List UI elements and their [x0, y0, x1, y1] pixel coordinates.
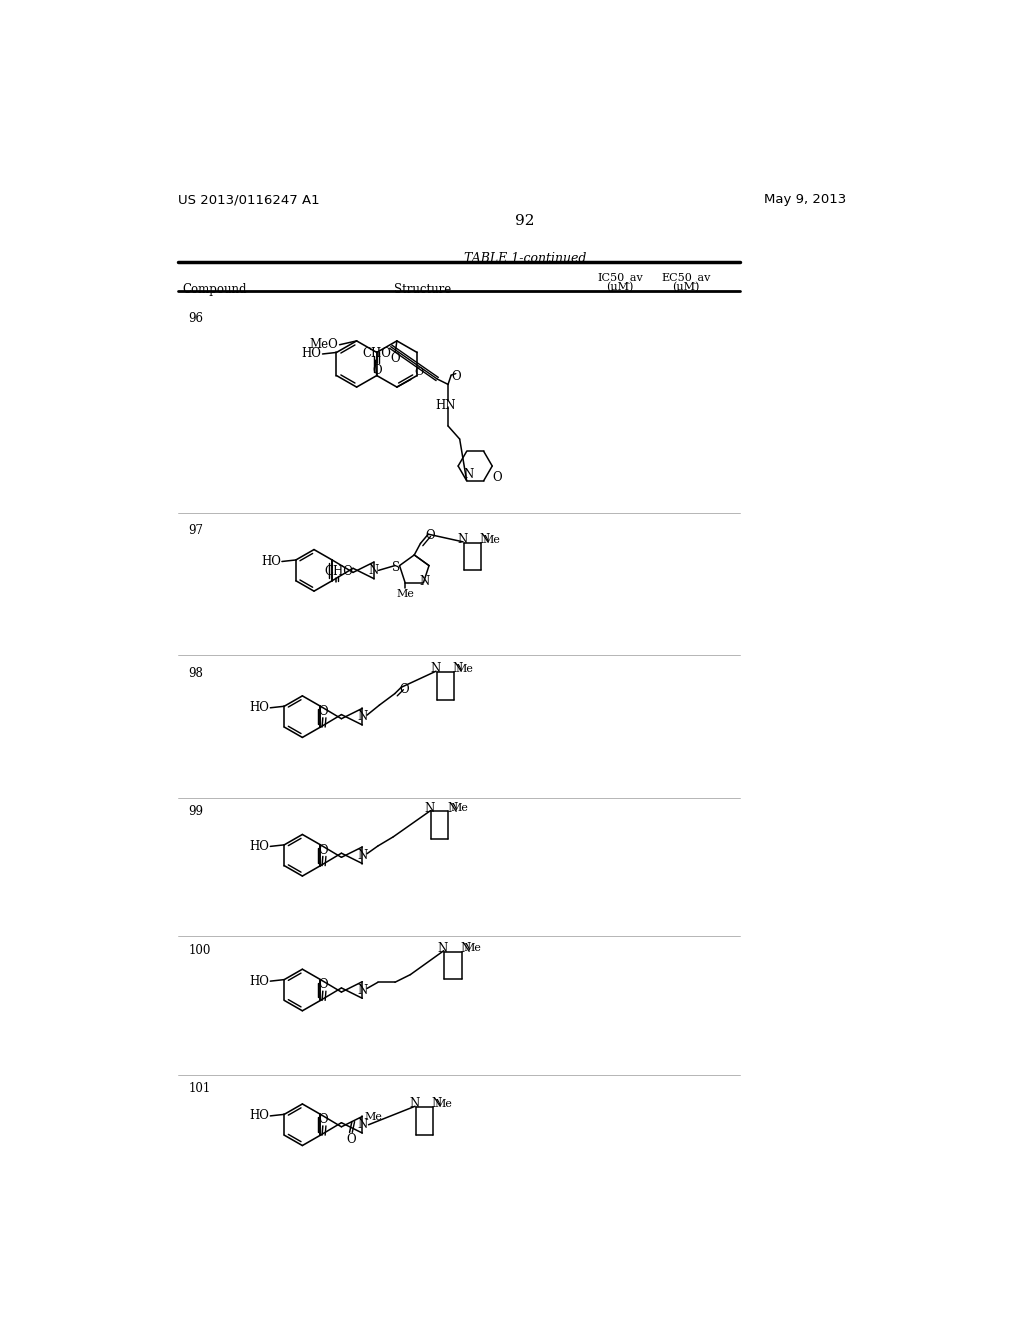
Text: N: N: [430, 663, 440, 676]
Text: Structure: Structure: [394, 284, 452, 296]
Text: Me: Me: [396, 589, 414, 598]
Text: N: N: [438, 942, 449, 954]
Text: N: N: [464, 469, 474, 480]
Text: O: O: [415, 367, 424, 376]
Text: O: O: [373, 363, 382, 376]
Text: N: N: [357, 849, 368, 862]
Text: 97: 97: [188, 524, 204, 537]
Text: IC50_av: IC50_av: [597, 272, 643, 282]
Text: O: O: [318, 843, 328, 857]
Text: 99: 99: [188, 805, 204, 818]
Text: 100: 100: [188, 944, 211, 957]
Text: O: O: [346, 1133, 356, 1146]
Text: O: O: [399, 684, 409, 696]
Text: HN: HN: [435, 400, 456, 412]
Text: N: N: [479, 533, 489, 546]
Text: CHO: CHO: [362, 347, 391, 360]
Text: CHO: CHO: [324, 565, 352, 578]
Text: HO: HO: [250, 1109, 269, 1122]
Text: N: N: [457, 533, 467, 546]
Text: O: O: [318, 1113, 328, 1126]
Text: O: O: [390, 352, 400, 366]
Text: May 9, 2013: May 9, 2013: [764, 193, 846, 206]
Text: Me: Me: [483, 535, 501, 545]
Text: Me: Me: [451, 804, 468, 813]
Text: S: S: [392, 561, 400, 574]
Text: TABLE 1-continued: TABLE 1-continued: [464, 252, 586, 265]
Text: Compound: Compound: [182, 284, 247, 296]
Text: Me: Me: [365, 1111, 382, 1122]
Text: N: N: [432, 1097, 442, 1110]
Text: 98: 98: [188, 667, 204, 680]
Text: Me: Me: [435, 1100, 453, 1109]
Text: Me: Me: [456, 664, 473, 675]
Text: O: O: [318, 705, 328, 718]
Text: N: N: [447, 801, 458, 814]
Text: 101: 101: [188, 1082, 211, 1096]
Text: N: N: [357, 983, 368, 997]
Text: O: O: [425, 529, 434, 543]
Text: HO: HO: [301, 347, 321, 360]
Text: Me: Me: [464, 944, 481, 953]
Text: N: N: [357, 1118, 368, 1131]
Text: EC50_av: EC50_av: [662, 272, 711, 282]
Text: N: N: [420, 574, 430, 587]
Text: MeO: MeO: [309, 338, 339, 351]
Text: N: N: [461, 942, 471, 954]
Text: O: O: [318, 978, 328, 991]
Text: N: N: [369, 564, 379, 577]
Text: (μM): (μM): [606, 281, 634, 292]
Text: O: O: [451, 370, 461, 383]
Text: HO: HO: [250, 701, 269, 714]
Text: N: N: [357, 710, 368, 723]
Text: HO: HO: [261, 554, 281, 568]
Text: US 2013/0116247 A1: US 2013/0116247 A1: [178, 193, 319, 206]
Text: HO: HO: [250, 840, 269, 853]
Text: 96: 96: [188, 313, 204, 326]
Text: (μM): (μM): [673, 281, 699, 292]
Text: 92: 92: [515, 214, 535, 228]
Text: N: N: [453, 663, 463, 676]
Text: O: O: [493, 471, 502, 484]
Text: N: N: [410, 1097, 420, 1110]
Text: HO: HO: [250, 974, 269, 987]
Text: N: N: [425, 801, 435, 814]
